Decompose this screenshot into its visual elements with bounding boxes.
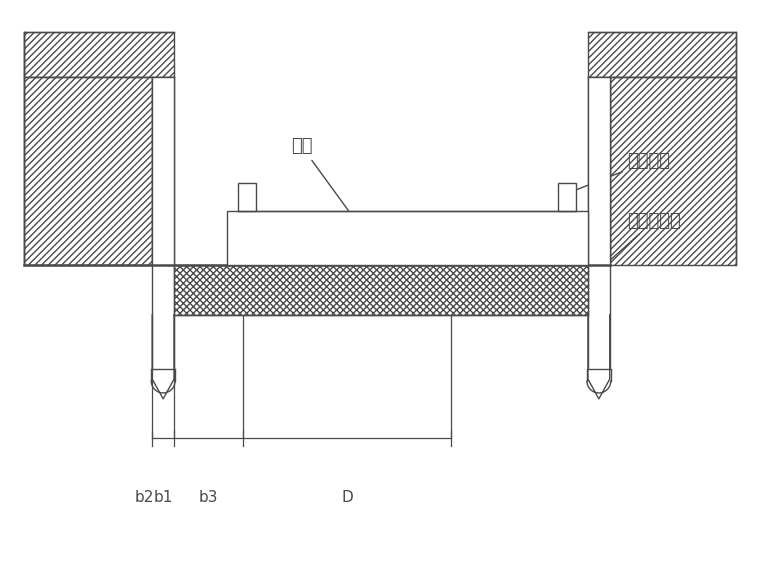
Bar xyxy=(588,32,736,77)
Text: 基础: 基础 xyxy=(291,137,369,238)
Bar xyxy=(24,77,152,265)
Bar xyxy=(588,32,736,77)
Text: b1: b1 xyxy=(154,490,173,506)
Text: 钢板桩支撑: 钢板桩支撑 xyxy=(590,211,681,278)
Bar xyxy=(174,265,588,315)
Bar xyxy=(559,183,576,211)
Bar xyxy=(24,77,152,265)
Text: b2: b2 xyxy=(135,490,154,506)
Bar xyxy=(239,183,256,211)
Bar xyxy=(226,211,588,265)
Bar xyxy=(610,77,736,265)
Bar xyxy=(610,77,736,265)
Text: D: D xyxy=(341,490,353,506)
Bar xyxy=(174,265,588,315)
Bar xyxy=(24,32,174,77)
Bar xyxy=(152,77,174,369)
Bar xyxy=(588,77,610,369)
Text: b3: b3 xyxy=(199,490,218,506)
Text: 基础支模: 基础支模 xyxy=(561,152,670,196)
Bar xyxy=(24,32,174,77)
